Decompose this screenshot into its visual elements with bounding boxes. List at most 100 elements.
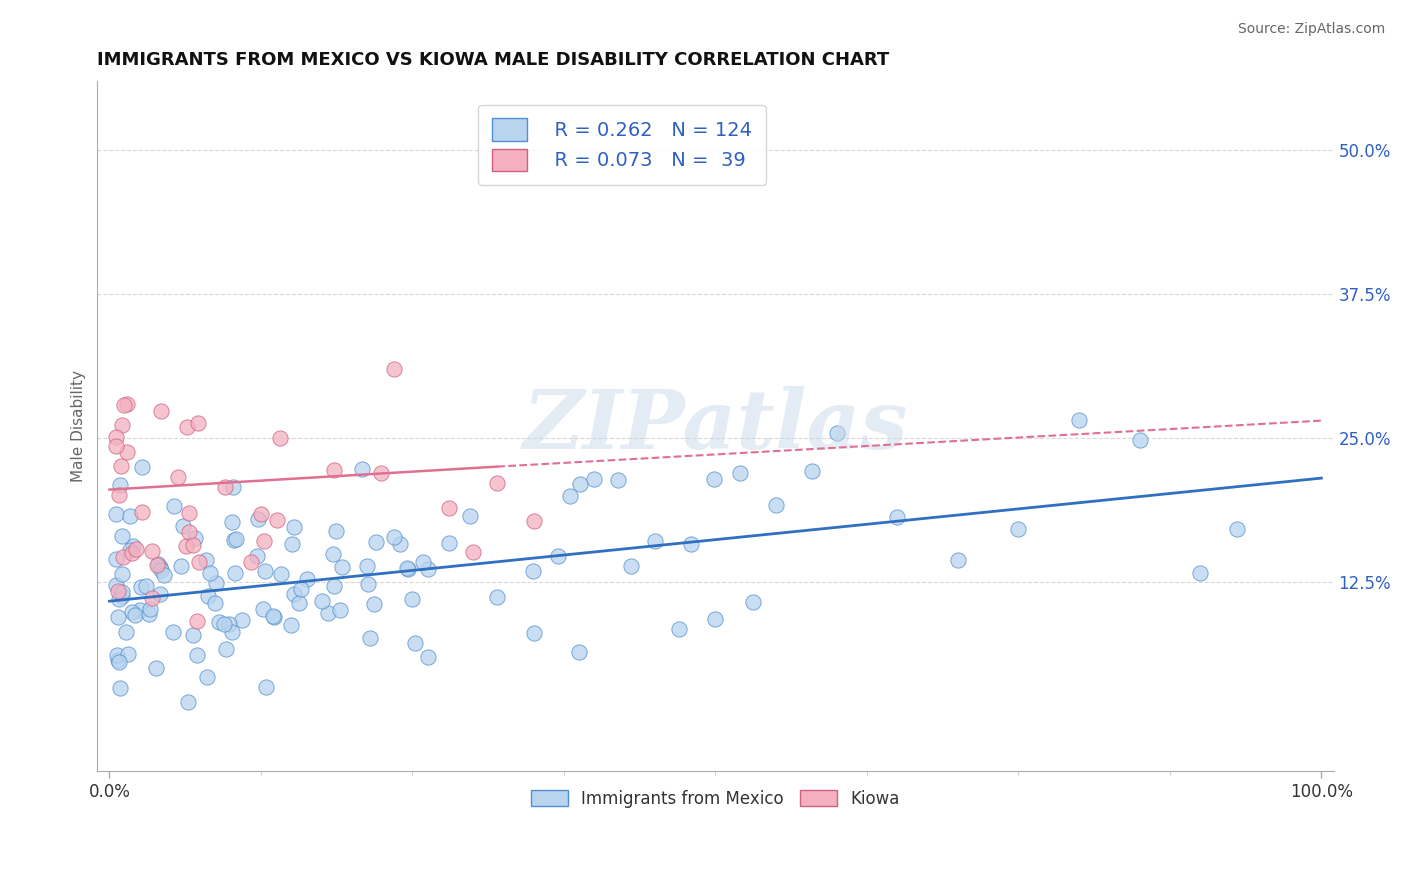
Point [311,593,333,607]
Point [382,361,405,376]
Point [886,510,908,524]
Point [111,589,134,603]
Point [111,528,134,542]
Point [205,575,228,590]
Point [547,549,569,563]
Point [269,431,291,445]
Point [401,591,423,606]
Point [186,648,208,662]
Point [247,512,270,526]
Point [112,398,135,412]
Point [152,568,174,582]
Point [270,567,292,582]
Point [177,506,200,520]
Point [176,420,198,434]
Point [1007,522,1029,536]
Point [212,617,235,632]
Point [108,681,131,695]
Legend: Immigrants from Mexico, Kiowa: Immigrants from Mexico, Kiowa [524,783,907,814]
Point [607,473,630,487]
Point [149,587,172,601]
Point [322,547,344,561]
Point [122,539,145,553]
Point [145,661,167,675]
Point [253,533,276,548]
Point [215,642,238,657]
Point [170,559,193,574]
Point [139,602,162,616]
Point [253,564,276,578]
Point [107,653,129,667]
Point [356,559,378,574]
Point [107,609,129,624]
Point [181,628,204,642]
Point [644,534,666,549]
Point [523,625,546,640]
Point [1225,522,1247,536]
Point [486,476,509,491]
Point [141,543,163,558]
Point [765,498,787,512]
Point [198,566,221,581]
Point [131,460,153,475]
Point [117,647,139,661]
Point [183,538,205,552]
Point [146,558,169,572]
Point [568,644,591,658]
Point [569,476,592,491]
Point [323,579,346,593]
Point [437,535,460,549]
Point [412,555,434,569]
Point [225,532,247,546]
Point [121,546,143,560]
Point [325,524,347,539]
Point [166,470,188,484]
Point [396,561,419,575]
Text: Source: ZipAtlas.com: Source: ZipAtlas.com [1237,22,1385,37]
Point [129,602,152,616]
Point [801,463,824,477]
Point [316,607,339,621]
Point [108,591,131,606]
Point [107,584,129,599]
Point [115,397,138,411]
Point [350,462,373,476]
Point [117,444,139,458]
Point [946,552,969,566]
Point [194,553,217,567]
Point [214,480,236,494]
Point [239,555,262,569]
Point [104,578,127,592]
Point [224,566,246,580]
Point [558,489,581,503]
Point [135,579,157,593]
Point [437,501,460,516]
Point [141,591,163,606]
Point [246,549,269,564]
Point [224,533,246,548]
Point [208,615,231,629]
Point [114,624,136,639]
Point [172,518,194,533]
Point [104,507,127,521]
Point [363,597,385,611]
Point [323,463,346,477]
Point [280,617,302,632]
Point [124,541,146,556]
Point [187,416,209,430]
Point [149,560,172,574]
Point [287,596,309,610]
Point [249,507,271,521]
Point [195,670,218,684]
Point [121,605,143,619]
Point [825,426,848,441]
Point [283,520,305,534]
Point [359,632,381,646]
Point [204,596,226,610]
Point [186,614,208,628]
Point [111,584,134,599]
Point [108,478,131,492]
Point [620,558,643,573]
Point [357,577,380,591]
Point [1189,566,1212,581]
